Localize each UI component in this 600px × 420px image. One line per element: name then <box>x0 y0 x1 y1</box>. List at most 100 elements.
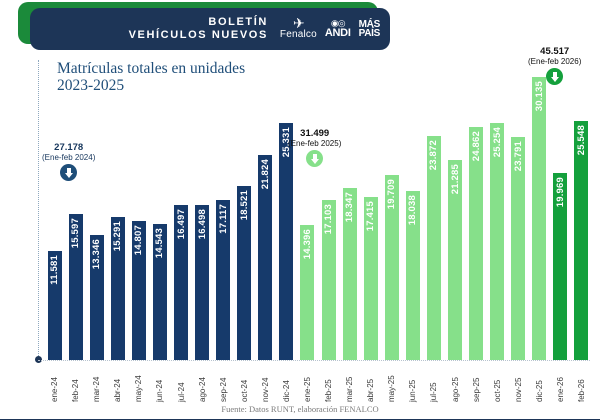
annotation-2025: 31.499 (Ene-feb 2025) <box>288 128 341 167</box>
bar-cell: 25.254 <box>487 60 508 360</box>
bar-dic-25[interactable]: 30.135 <box>532 77 547 360</box>
bar-jun-24[interactable]: 14.543 <box>152 223 167 360</box>
x-tick-label: jul-25 <box>429 382 439 402</box>
x-tick-label: jul-24 <box>176 382 186 402</box>
fenalco-logo: ✈ Fenalco <box>280 16 317 40</box>
bar-cell: 25.331 <box>276 60 297 360</box>
bar-cell: 15.597 <box>65 60 86 360</box>
x-tick-label: ene-25 <box>302 377 312 402</box>
bar-sep-25[interactable]: 24.862 <box>469 126 484 360</box>
bar-cell: 17.117 <box>213 60 234 360</box>
bar-feb-26[interactable]: 25.548 <box>574 120 589 360</box>
bar-cell: 18.347 <box>339 60 360 360</box>
x-tick-cell: dic-25 <box>529 362 550 402</box>
header-banner: BOLETÍN VEHÍCULOS NUEVOS ✈ Fenalco ◉◎ AN… <box>18 2 390 50</box>
bar-nov-24[interactable]: 21.824 <box>258 155 273 360</box>
bar-series: 11.581 15.597 13.346 15.291 14.807 14.543 16.4… <box>44 60 592 360</box>
x-tick-label: may-25 <box>387 375 397 402</box>
andi-mark-icon: ◉◎ <box>330 18 346 28</box>
bar-ene-26[interactable]: 19.969 <box>553 172 568 360</box>
bar-value-label: 15.597 <box>70 217 82 249</box>
bar-ago-25[interactable]: 21.285 <box>448 160 463 360</box>
x-tick-label: sep-25 <box>471 377 481 402</box>
bar-feb-25[interactable]: 17.103 <box>321 199 336 360</box>
annotation-2024-value: 27.178 <box>54 142 84 153</box>
x-tick-label: dic-25 <box>534 380 544 402</box>
bar-value-label: 18.521 <box>238 190 250 221</box>
bar-may-24[interactable]: 14.807 <box>131 221 146 360</box>
bar-cell: 14.543 <box>149 60 170 360</box>
bar-may-25[interactable]: 19.709 <box>384 175 399 360</box>
bar-feb-24[interactable]: 15.597 <box>68 213 83 360</box>
y-axis-line <box>38 60 39 360</box>
bar-cell: 19.709 <box>381 60 402 360</box>
x-tick-label: jun-24 <box>155 379 165 402</box>
bar-sep-24[interactable]: 17.117 <box>216 199 231 360</box>
x-tick-label: dic-24 <box>281 380 291 402</box>
x-tick-label: feb-24 <box>71 379 81 402</box>
source-note: Fuente: Datos RUNT, elaboración FENALCO <box>221 404 379 414</box>
annotation-2025-value: 31.499 <box>300 128 330 139</box>
mas-pais-line1: MÁS <box>358 19 381 30</box>
x-tick-label: abr-24 <box>113 378 123 402</box>
bar-ago-24[interactable]: 16.498 <box>195 205 210 360</box>
annotation-2026-value: 45.517 <box>540 46 570 57</box>
bar-oct-24[interactable]: 18.521 <box>237 186 252 360</box>
bar-cell: 21.824 <box>255 60 276 360</box>
bar-ene-25[interactable]: 14.396 <box>300 225 315 360</box>
bar-value-label: 16.498 <box>196 209 208 240</box>
bar-abr-24[interactable]: 15.291 <box>110 216 125 360</box>
bar-value-label: 21.285 <box>449 164 461 195</box>
bar-value-label: 14.807 <box>133 225 145 256</box>
bar-cell: 17.103 <box>318 60 339 360</box>
andi-logo-text: ANDI <box>324 27 351 39</box>
bar-cell: 18.038 <box>402 60 423 360</box>
bar-value-label: 30.135 <box>533 81 545 112</box>
x-tick-label: mar-25 <box>345 376 355 402</box>
bar-cell: 14.396 <box>297 60 318 360</box>
bar-value-label: 25.254 <box>491 127 503 158</box>
x-tick-label: nov-24 <box>260 377 270 402</box>
x-tick-cell: ene-24 <box>44 362 65 402</box>
x-tick-label: abr-25 <box>366 378 376 402</box>
x-axis-labels: ene-24 feb-24 mar-24 abr-24 may-24 jun-24 jul-… <box>44 362 592 402</box>
x-axis-baseline <box>38 360 590 361</box>
bar-cell: 30.135 <box>529 60 550 360</box>
x-tick-cell: feb-25 <box>318 362 339 402</box>
bar-value-label: 17.415 <box>365 200 377 231</box>
bar-cell: 17.415 <box>360 60 381 360</box>
bar-mar-24[interactable]: 13.346 <box>89 234 104 360</box>
bar-nov-25[interactable]: 23.791 <box>511 136 526 360</box>
banner-title: BOLETÍN VEHÍCULOS NUEVOS <box>129 16 268 41</box>
bar-oct-25[interactable]: 25.254 <box>490 123 505 360</box>
bar-value-label: 17.103 <box>323 203 335 234</box>
bar-value-label: 23.872 <box>428 140 440 171</box>
x-tick-label: oct-24 <box>239 379 249 402</box>
bar-value-label: 14.543 <box>154 227 166 258</box>
banner-navy-plate: BOLETÍN VEHÍCULOS NUEVOS ✈ Fenalco ◉◎ AN… <box>30 8 390 50</box>
x-tick-cell: dic-24 <box>276 362 297 402</box>
bar-ene-24[interactable]: 11.581 <box>47 251 62 360</box>
bar-mar-25[interactable]: 18.347 <box>342 188 357 360</box>
x-tick-label: sep-24 <box>218 377 228 402</box>
x-tick-cell: nov-25 <box>508 362 529 402</box>
x-tick-cell: ago-25 <box>444 362 465 402</box>
bar-jul-24[interactable]: 16.497 <box>174 205 188 360</box>
y-axis-origin-dot <box>35 356 42 363</box>
x-tick-cell: abr-24 <box>107 362 128 402</box>
bar-value-label: 13.346 <box>91 238 103 270</box>
bar-value-label: 19.969 <box>554 176 566 208</box>
x-tick-label: ene-24 <box>50 377 60 402</box>
down-arrow-icon <box>546 68 564 85</box>
x-tick-cell: sep-24 <box>213 362 234 402</box>
chart-title-main: Matrículas totales en unidades <box>57 60 246 77</box>
bar-cell: 24.862 <box>466 60 487 360</box>
bar-jun-25[interactable]: 18.038 <box>405 190 420 360</box>
x-tick-label: may-24 <box>134 375 144 402</box>
bar-dic-24[interactable]: 25.331 <box>279 122 294 360</box>
annotation-2026: 45.517 (Ene-feb 2026) <box>528 46 581 85</box>
bar-jul-25[interactable]: 23.872 <box>426 136 441 360</box>
bar-abr-25[interactable]: 17.415 <box>363 196 378 360</box>
banner-title-line1: BOLETÍN <box>208 16 268 29</box>
x-tick-cell: feb-24 <box>65 362 86 402</box>
